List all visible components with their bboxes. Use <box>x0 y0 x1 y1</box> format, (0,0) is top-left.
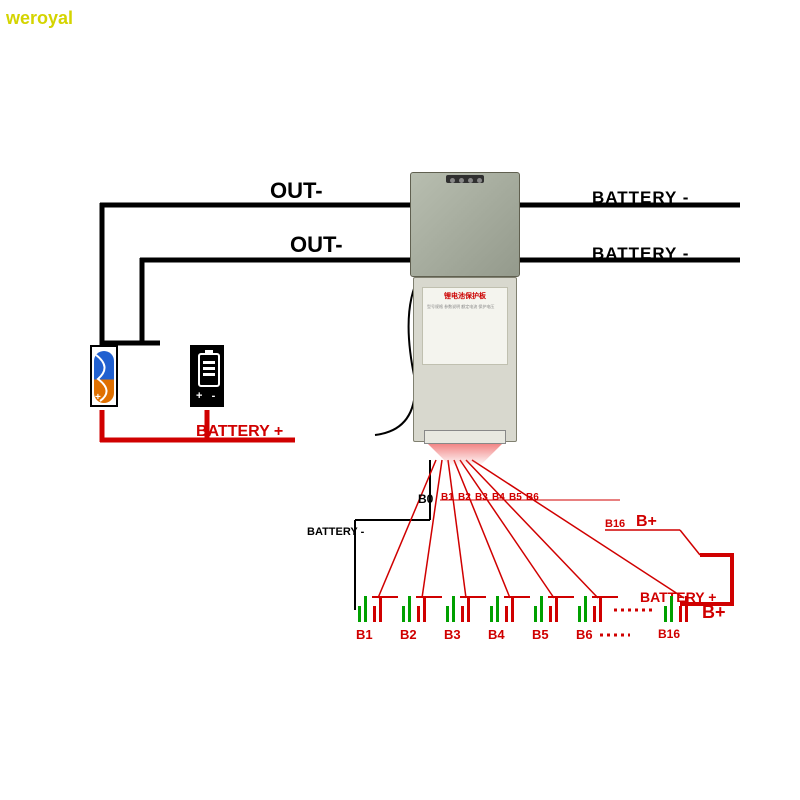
battery-cell <box>664 596 688 622</box>
fuse-symbol: + <box>90 345 118 407</box>
bms-board: 锂电池保护板 型号规格 参数说明 额定电流 保护电压 <box>410 172 520 452</box>
label-b-top-6: B6 <box>526 492 539 503</box>
battery-cell <box>446 596 470 622</box>
label-b-top-2: B2 <box>458 492 471 503</box>
wiring-svg <box>0 0 800 800</box>
label-b-bot-2: B2 <box>400 627 417 642</box>
label-b-bot-3: B3 <box>444 627 461 642</box>
charger-symbol: + - <box>190 345 224 407</box>
label-b-top-5: B5 <box>509 492 522 503</box>
battery-cell <box>534 596 558 622</box>
label-b-top-1: B1 <box>441 492 454 503</box>
label-b-bot-1: B1 <box>356 627 373 642</box>
label-battery-neg-1: BATTERY - <box>592 188 689 208</box>
label-battery-neg-2: BATTERY - <box>592 244 689 264</box>
battery-cell <box>490 596 514 622</box>
label-battery-neg-mid: BATTERY - <box>307 526 364 538</box>
label-b-bot-6: B6 <box>576 627 593 642</box>
watermark: weroyal <box>6 8 73 29</box>
label-b16-bot: B16 <box>658 627 680 641</box>
label-out-neg-1: OUT- <box>270 178 323 204</box>
label-b-top-4: B4 <box>492 492 505 503</box>
diagram-canvas: weroyal OUT- OUT- BATTERY - BATTERY - BA… <box>0 0 800 800</box>
label-b-plus-right: B+ <box>702 602 726 623</box>
label-b16-top: B16 <box>605 518 625 530</box>
battery-cell <box>578 596 602 622</box>
label-b-bot-5: B5 <box>532 627 549 642</box>
label-b-top-3: B3 <box>475 492 488 503</box>
battery-cell <box>358 596 382 622</box>
label-battery-pos-left: BATTERY + <box>196 423 283 441</box>
battery-cell <box>402 596 426 622</box>
label-out-neg-2: OUT- <box>290 232 343 258</box>
label-b-bot-4: B4 <box>488 627 505 642</box>
label-b0: B0 <box>418 492 433 506</box>
label-b-plus-top: B+ <box>636 513 657 531</box>
